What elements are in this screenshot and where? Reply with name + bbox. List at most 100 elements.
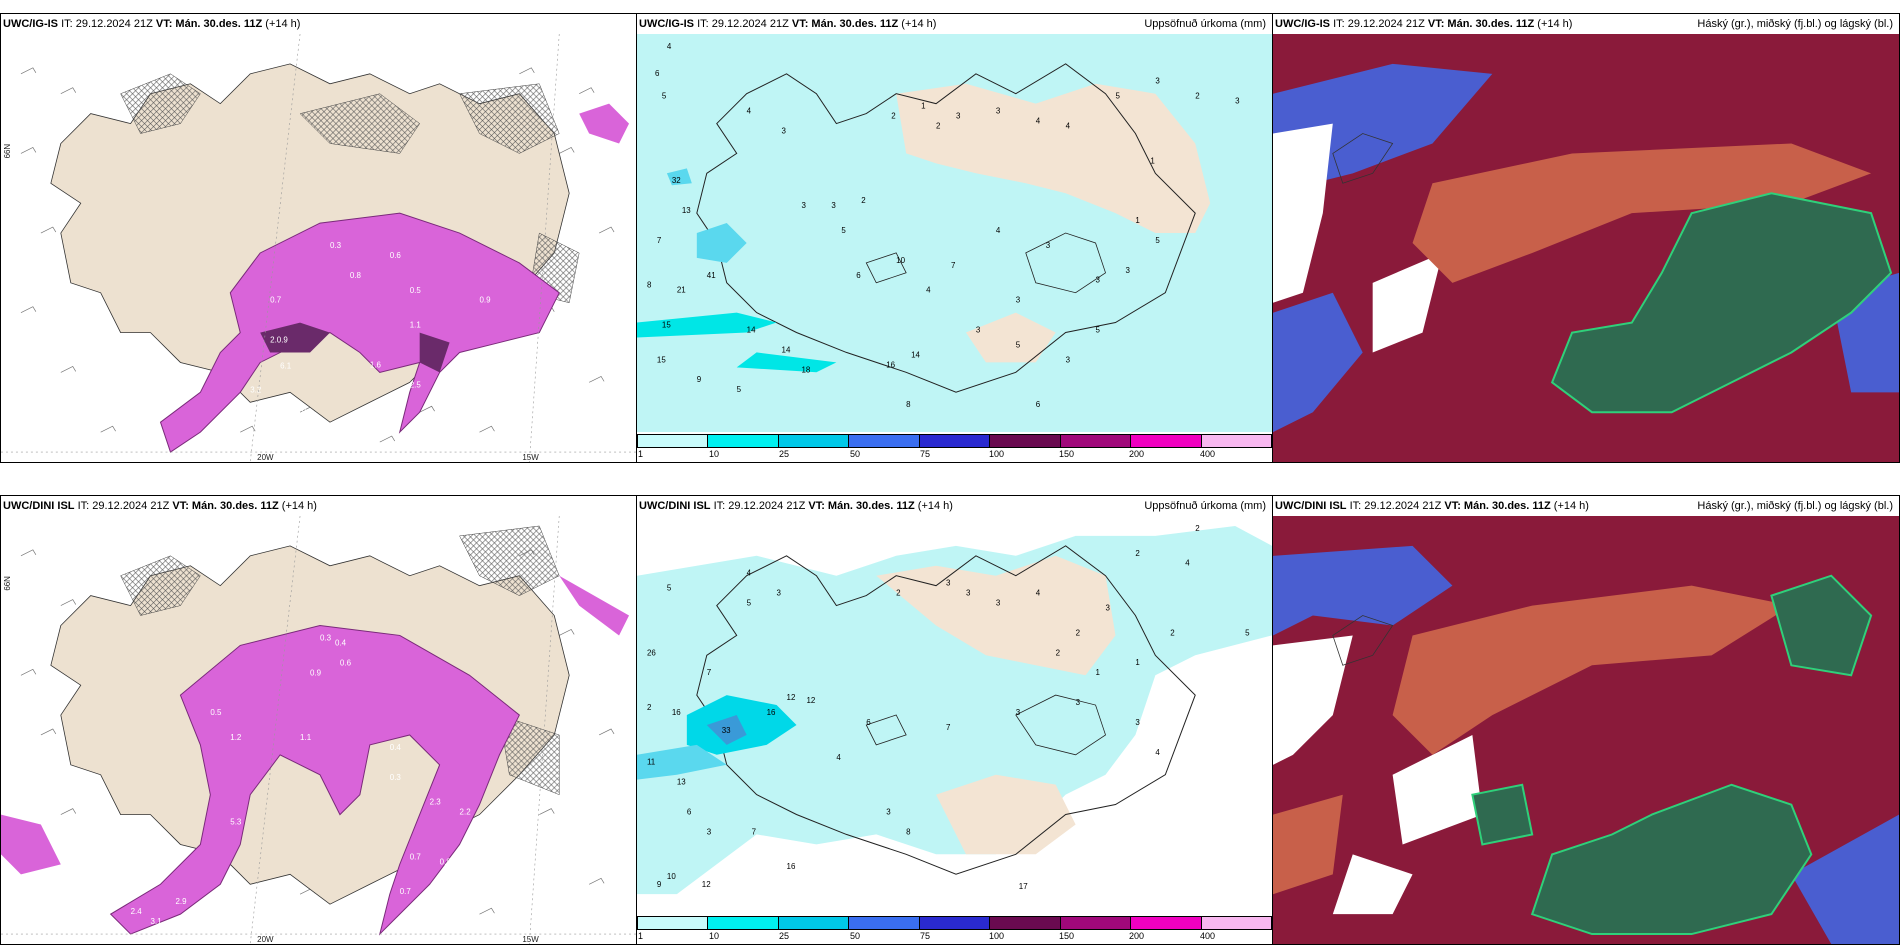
panel-dini-clouds: UWC/DINI ISL IT: 29.12.2024 21Z VT: Mán.…: [1272, 495, 1900, 945]
sleet-core: [260, 322, 450, 373]
sleet-label: 1.6: [420, 912, 432, 921]
colorbar-swatch: [990, 435, 1061, 447]
precip-label: 4: [836, 753, 841, 762]
sleet-label: 5.3: [230, 818, 242, 827]
colorbar-tick: 400: [1200, 449, 1216, 459]
sleet-label: 6.1: [280, 361, 292, 370]
precip-label: 3: [996, 599, 1001, 608]
precip-label: 15: [657, 355, 666, 364]
colorbar-tick: 200: [1129, 931, 1145, 941]
land-dry-area: [896, 83, 1211, 363]
sleet-label: 0.5: [210, 708, 222, 717]
precip-map: 5 4 5 3 2 3 3 3 4 3 2 2 26 7 16 12 12 33…: [637, 516, 1272, 914]
precip-label: 15: [662, 321, 671, 330]
map-area: [1273, 34, 1899, 462]
precip-label: 1: [1135, 658, 1140, 667]
precip-label: 4: [747, 107, 752, 116]
lon-label-15w: 15W: [522, 935, 539, 944]
precip-label: 5: [1155, 236, 1160, 245]
sleet-label: 1.1: [300, 733, 312, 742]
sleet-label: 1.9: [295, 407, 307, 416]
precip-label: 5: [662, 92, 667, 101]
precip-label: 6: [866, 718, 871, 727]
sleet-label: 2.5: [410, 380, 422, 389]
valid-time: VT: Mán. 30.des. 11Z: [172, 500, 279, 512]
colorbar-swatch: [1060, 917, 1132, 929]
high-cloud-red: [1273, 585, 1792, 895]
colorbar-swatch: [990, 917, 1061, 929]
sleet-labels: 0.3 0.4 0.6 0.9 0.5 1.2 1.1 0.4 0.3 5.3 …: [131, 633, 472, 926]
mid-cloud-blue: [1273, 545, 1899, 944]
colorbar-tick: 50: [850, 449, 861, 459]
sleet-label: 0.5: [410, 286, 422, 295]
precip-label: 3: [782, 127, 787, 136]
precip-label: 3: [1155, 77, 1160, 86]
colorbar-tick: 150: [1059, 449, 1075, 459]
precip-label: 3: [1096, 276, 1101, 285]
precip-label: 2: [1195, 524, 1200, 533]
precip-label: 4: [1036, 117, 1041, 126]
precip-labels: 4 6 5 4 3 2 1 2 3 3 4 4 5 3 2 3 1 32 13 …: [647, 42, 1240, 409]
init-time: IT: 29.12.2024 21Z: [697, 18, 789, 30]
init-time: IT: 29.12.2024 21Z: [77, 500, 170, 512]
lead-time: (+14 h): [281, 500, 317, 512]
precip-label: 16: [767, 708, 776, 717]
colorbar-swatch: [1131, 917, 1202, 929]
lead-time: (+14 h): [265, 18, 301, 30]
model-source: UWC/DINI ISL: [3, 500, 75, 512]
low-cloud-green: [1471, 574, 1873, 936]
panel-ig-is-wind-sleet: UWC/IG-IS IT: 29.12.2024 21Z VT: Mán. 30…: [0, 13, 637, 463]
precip-label: 4: [926, 286, 931, 295]
colorbar-swatch: [778, 435, 850, 447]
precip-label: 18: [801, 365, 810, 374]
sleet-label: 0.4: [390, 743, 402, 752]
lead-time: (+14 h): [917, 500, 953, 512]
init-time: IT: 29.12.2024 21Z: [1349, 500, 1442, 512]
init-time: IT: 29.12.2024 21Z: [61, 18, 153, 30]
precip-label: 7: [707, 668, 712, 677]
low-cloud-green: [1550, 192, 1893, 414]
colorbar-tick: 400: [1200, 931, 1216, 941]
precip-heavy: [666, 168, 747, 263]
sleet-area: [109, 624, 520, 936]
sleet-label: 0.6: [390, 251, 402, 260]
panel-title: Uppsöfnuð úrkoma (mm): [1144, 500, 1266, 512]
map-area: 4 6 5 4 3 2 1 2 3 3 4 4 5 3 2 3 1 32 13 …: [637, 34, 1272, 432]
precip-label: 5: [747, 599, 752, 608]
colorbar-swatch: [1060, 435, 1132, 447]
precip-label: 7: [752, 827, 757, 836]
precip-label: 3: [831, 201, 836, 210]
sleet-label: 1.1: [410, 321, 422, 330]
precip-label: 4: [1185, 559, 1190, 568]
precip-label: 6: [856, 271, 861, 280]
precip-label: 4: [1066, 122, 1071, 131]
colorbar-swatch: [638, 917, 709, 929]
precip-label: 33: [722, 726, 731, 735]
sleet-label: 0.9: [479, 296, 491, 305]
sleet-label: 2.3: [430, 798, 442, 807]
panel-header: UWC/IG-IS IT: 29.12.2024 21Z VT: Mán. 30…: [1, 14, 636, 34]
precip-label: 3: [886, 808, 891, 817]
precip-label: 4: [1036, 589, 1041, 598]
precip-label: 3: [801, 201, 806, 210]
precip-label: 5: [1115, 92, 1120, 101]
precip-label: 3: [1066, 355, 1071, 364]
colorbar-tick: 1: [638, 931, 644, 941]
precip-label: 2: [936, 122, 941, 131]
precip-label: 10: [667, 872, 676, 881]
precip-label: 21: [677, 286, 686, 295]
precip-label: 9: [697, 375, 702, 384]
precip-label: 11: [647, 758, 656, 767]
precip-label: 3: [1135, 718, 1140, 727]
cloud-map: [1273, 34, 1899, 462]
iceland-coastline: [696, 63, 1196, 393]
precip-labels: 5 4 5 3 2 3 3 3 4 3 2 2 26 7 16 12 12 33…: [647, 524, 1250, 891]
valid-time: VT: Mán. 30.des. 11Z: [1444, 500, 1551, 512]
sleet-label: 0.8: [440, 857, 452, 866]
model-source: UWC/IG-IS: [1275, 18, 1330, 30]
precip-colorbar: 1 10 25 50 75 100 150 200 400: [637, 432, 1272, 462]
clear-sky: [1273, 635, 1483, 915]
sleet-label: 2.2: [460, 808, 472, 817]
precip-label: 3: [976, 326, 981, 335]
precip-label: 16: [787, 862, 796, 871]
